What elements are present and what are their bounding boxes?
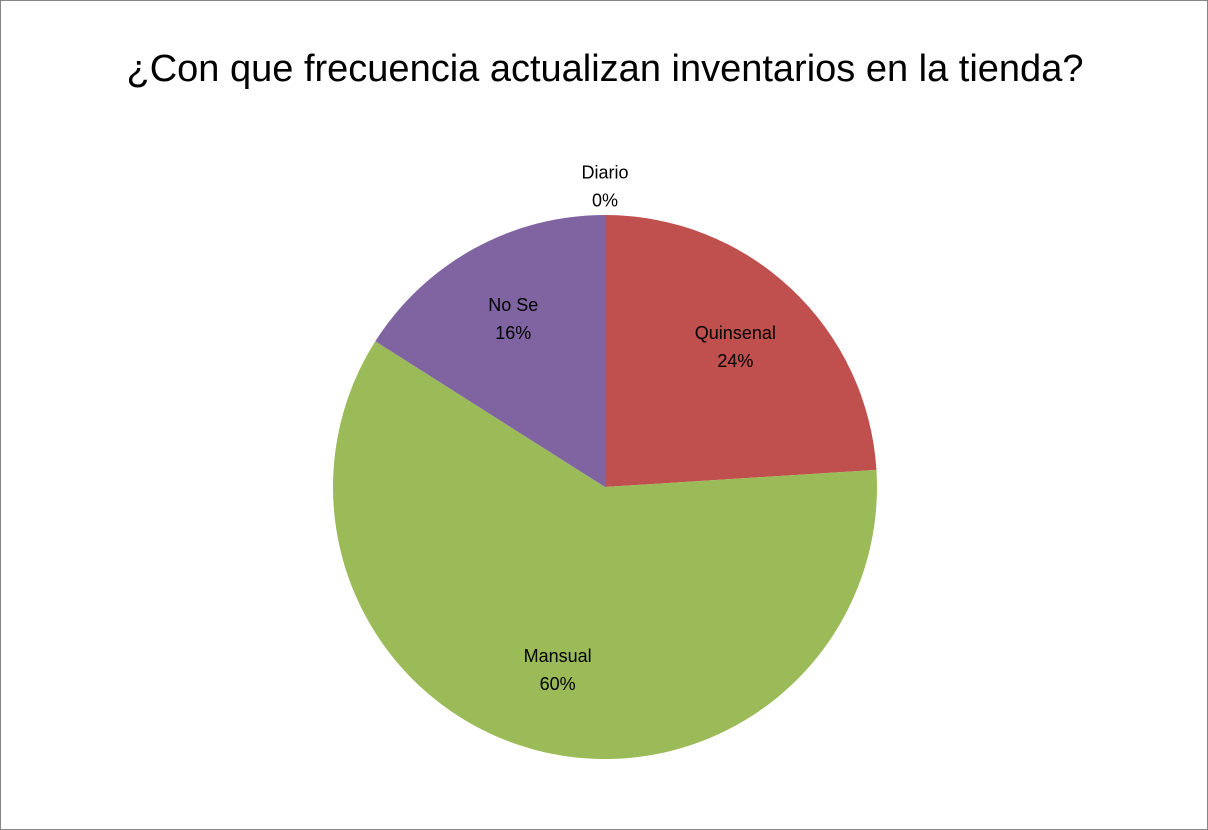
pie-slice [605,215,877,487]
data-label-value: 24% [717,351,753,371]
pie-slice [375,215,605,487]
data-label-name: Mansual [524,646,592,666]
data-label-value: 60% [540,674,576,694]
data-label-name: No Se [488,295,538,315]
chart-title: ¿Con que frecuencia actualizan inventari… [126,48,1084,90]
pie-slice [332,341,877,759]
data-label-name: Quinsenal [695,323,776,343]
data-label-value: 0% [592,191,618,211]
data-label-name: Diario [581,163,628,183]
data-label-value: 16% [495,323,531,343]
